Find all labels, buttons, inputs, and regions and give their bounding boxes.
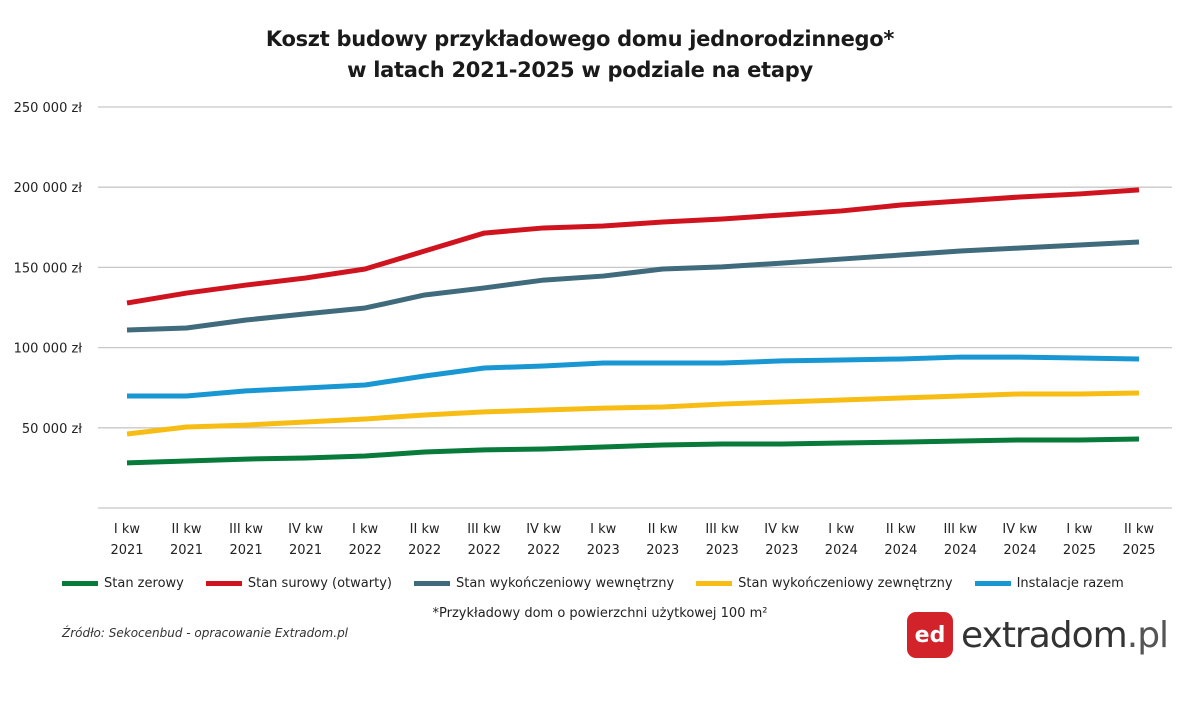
x-tick-label: 2024 bbox=[884, 543, 917, 558]
legend-swatch bbox=[62, 581, 98, 586]
x-tick-label: 2022 bbox=[527, 543, 560, 558]
series-line bbox=[126, 436, 1140, 466]
title-line-2: w latach 2021-2025 w podziale na etapy bbox=[347, 58, 813, 82]
x-tick-label: 2022 bbox=[349, 543, 382, 558]
x-tick-label: II kw bbox=[172, 522, 202, 537]
x-tick-label: III kw bbox=[705, 522, 739, 537]
legend-item: Stan wykończeniowy zewnętrzny bbox=[696, 576, 953, 591]
x-tick-label: III kw bbox=[467, 522, 501, 537]
y-tick-label: 100 000 zł bbox=[14, 342, 83, 357]
series-line bbox=[126, 187, 1140, 306]
logo-mark: ed bbox=[907, 612, 953, 658]
source-note: Źródło: Sekocenbud - opracowanie Extrado… bbox=[62, 626, 349, 640]
x-tick-label: I kw bbox=[828, 522, 854, 537]
x-tick-label: IV kw bbox=[764, 522, 799, 537]
legend-swatch bbox=[696, 581, 733, 586]
legend-item: Stan zerowy bbox=[62, 576, 184, 591]
series-line bbox=[126, 390, 1140, 437]
x-tick-label: IV kw bbox=[288, 522, 323, 537]
legend-label: Stan wykończeniowy zewnętrzny bbox=[738, 576, 953, 591]
x-tick-label: 2023 bbox=[646, 543, 679, 558]
x-tick-label: IV kw bbox=[1002, 522, 1037, 537]
series-line bbox=[127, 354, 1140, 399]
x-tick-label: 2021 bbox=[110, 543, 143, 558]
series-line bbox=[126, 239, 1140, 333]
legend: Stan zerowy Stan surowy (otwarty) Stan wyk… bbox=[62, 576, 1146, 591]
x-tick-label: 2024 bbox=[825, 543, 858, 558]
legend-swatch bbox=[205, 581, 242, 586]
x-tick-label: II kw bbox=[1124, 522, 1154, 537]
x-tick-label: 2023 bbox=[587, 543, 620, 558]
legend-item: Stan wykończeniowy wewnętrzny bbox=[413, 576, 675, 591]
x-tick-label: II kw bbox=[648, 522, 678, 537]
legend-label: Stan zerowy bbox=[104, 576, 184, 591]
x-tick-label: 2021 bbox=[289, 543, 322, 558]
y-tick-label: 50 000 zł bbox=[22, 422, 82, 437]
x-tick-label: I kw bbox=[352, 522, 378, 537]
legend-label: Stan surowy (otwarty) bbox=[247, 576, 392, 591]
x-tick-label: 2025 bbox=[1122, 543, 1155, 558]
x-tick-label: 2024 bbox=[1003, 543, 1036, 558]
x-tick-label: I kw bbox=[114, 522, 140, 537]
x-tick-label: III kw bbox=[229, 522, 263, 537]
legend-item: Stan surowy (otwarty) bbox=[205, 576, 392, 591]
logo-text: extradom.pl bbox=[961, 614, 1169, 656]
x-tick-label: 2022 bbox=[408, 543, 441, 558]
y-tick-label: 200 000 zł bbox=[14, 181, 83, 196]
legend-label: Instalacje razem bbox=[1016, 576, 1124, 591]
footnote: *Przykładowy dom o powierzchni użytkowej… bbox=[432, 606, 768, 621]
y-tick-label: 250 000 zł bbox=[14, 101, 83, 116]
x-tick-label: 2021 bbox=[230, 543, 263, 558]
extradom-logo: ed extradom.pl bbox=[907, 612, 1169, 658]
y-tick-label: 150 000 zł bbox=[14, 261, 83, 276]
x-tick-label: 2022 bbox=[468, 543, 501, 558]
x-tick-label: II kw bbox=[410, 522, 440, 537]
legend-swatch bbox=[413, 581, 450, 586]
x-tick-label: I kw bbox=[1066, 522, 1092, 537]
chart-title: Koszt budowy przykładowego domu jednorod… bbox=[0, 24, 1160, 86]
legend-swatch bbox=[974, 581, 1011, 586]
x-tick-label: 2023 bbox=[765, 543, 798, 558]
x-tick-label: 2025 bbox=[1063, 543, 1096, 558]
x-tick-label: 2021 bbox=[170, 543, 203, 558]
legend-item: Instalacje razem bbox=[974, 576, 1124, 591]
legend-label: Stan wykończeniowy wewnętrzny bbox=[455, 576, 675, 591]
line-chart: 50 000 zł 100 000 zł 150 000 zł 200 000 zł 2… bbox=[14, 101, 1172, 558]
title-line-1: Koszt budowy przykładowego domu jednorod… bbox=[265, 27, 895, 51]
x-tick-label: IV kw bbox=[526, 522, 561, 537]
x-tick-label: 2024 bbox=[944, 543, 977, 558]
x-tick-label: II kw bbox=[886, 522, 916, 537]
x-tick-label: I kw bbox=[590, 522, 616, 537]
x-tick-label: 2023 bbox=[706, 543, 739, 558]
x-tick-label: III kw bbox=[944, 522, 978, 537]
